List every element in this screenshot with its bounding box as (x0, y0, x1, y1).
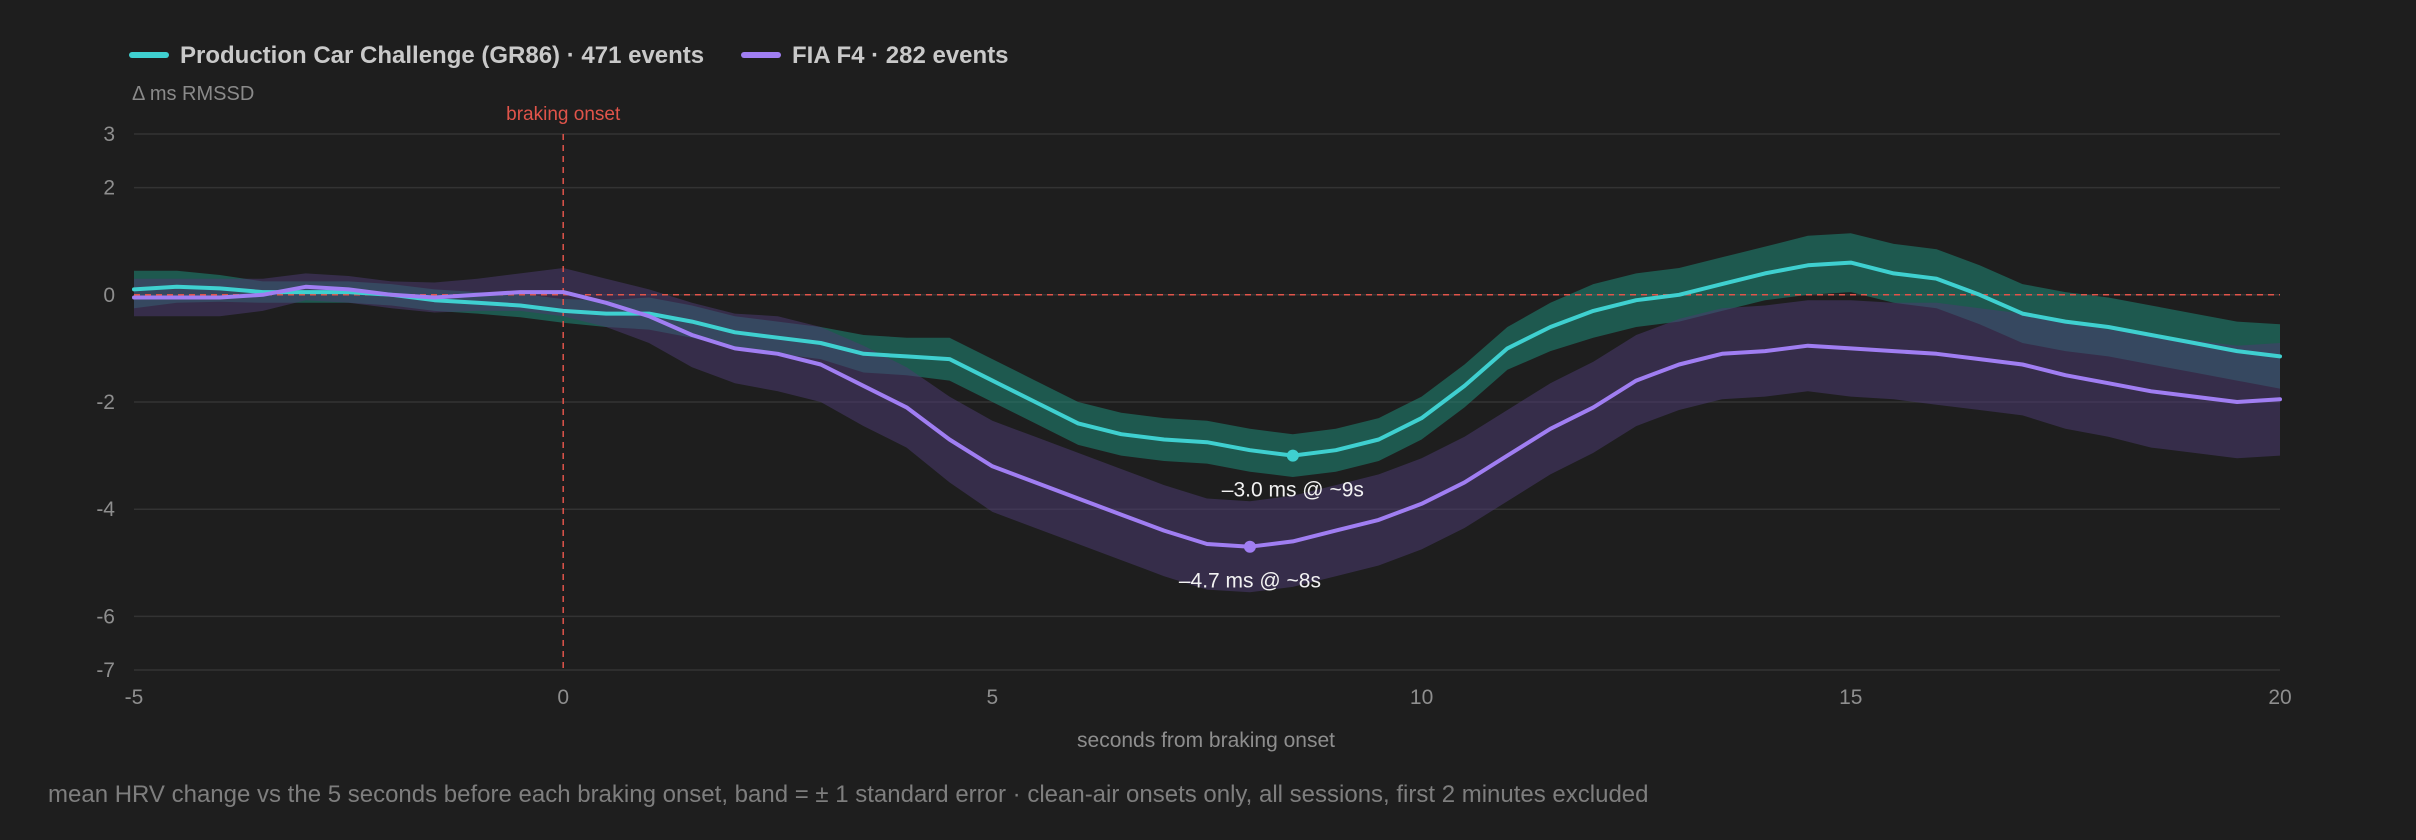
y-tick-label: -6 (96, 605, 115, 628)
y-tick-label: -4 (96, 498, 115, 521)
y-axis-label: Δ ms RMSSD (132, 83, 254, 105)
series-line-0 (132, 260, 2282, 458)
series-line-1 (132, 284, 2282, 549)
y-tick-label: -7 (96, 659, 115, 682)
axis-ticks: 320-2-4-6-7-5 0 5 10 15 20 (96, 123, 2291, 709)
x-axis-label: seconds from braking onset (1077, 729, 1335, 752)
chart-caption: mean HRV change vs the 5 seconds before … (48, 781, 1649, 808)
x-tick-label: 15 (1839, 686, 1862, 709)
x-tick-label: -5 (125, 686, 144, 709)
x-tick-label: 0 (557, 686, 569, 709)
y-tick-label: 2 (103, 177, 115, 200)
min-point-label-0: –3.0 ms @ ~9s (1222, 479, 1364, 502)
legend: Production Car Challenge (GR86) · 471 ev… (129, 42, 1009, 69)
x-tick-label: 5 (987, 686, 999, 709)
annotations: –3.0 ms @ ~9s –4.7 ms @ ~8s (1179, 449, 1364, 593)
error-band-1 (134, 268, 2280, 593)
min-point-label-1: –4.7 ms @ ~8s (1179, 570, 1321, 593)
y-tick-label: -2 (96, 391, 115, 414)
min-point-marker-1 (1243, 540, 1256, 553)
series-lines (132, 260, 2282, 549)
legend-label-1: FIA F4 · 282 events (792, 42, 1009, 69)
min-point-marker-0 (1286, 449, 1299, 462)
legend-label-0: Production Car Challenge (GR86) · 471 ev… (180, 42, 704, 69)
x-tick-label: 20 (2268, 686, 2291, 709)
y-tick-label: 3 (103, 123, 115, 146)
x-tick-label: 10 (1410, 686, 1433, 709)
braking-onset-label: braking onset (506, 104, 621, 125)
y-tick-label: 0 (103, 284, 115, 307)
